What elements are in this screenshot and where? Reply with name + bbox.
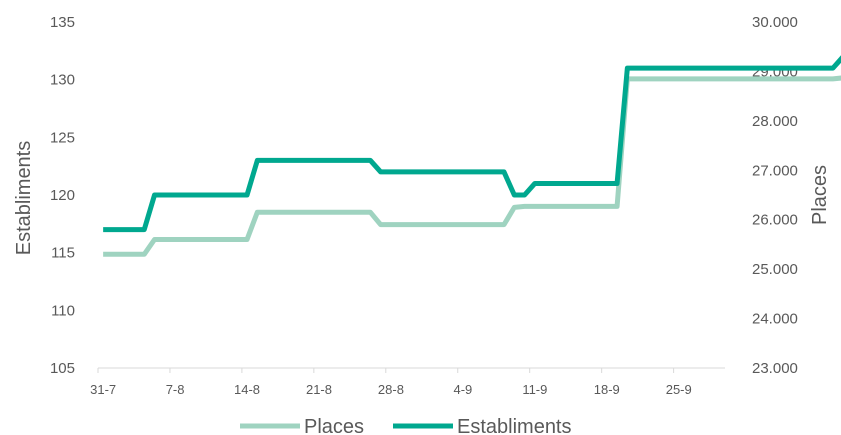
left-axis-ticks: 105 110 115 120 125 130 135 [50, 14, 75, 377]
y-axis-title-left: Establiments [13, 141, 35, 256]
x-tick-label: 11-9 [522, 382, 547, 397]
series-group [103, 55, 841, 257]
y-axis-title-right: Places [809, 165, 831, 225]
x-axis-ticks: 31-7 7-8 14-8 21-8 28-8 4-9 11-9 18-9 25-9 [90, 368, 692, 397]
right-axis-ticks: 23.00024.00025.00026.00027.00028.00029.0… [752, 14, 798, 377]
series-line-places [103, 75, 841, 257]
y-left-tick-label: 120 [50, 187, 75, 204]
legend: Places Establiments [240, 416, 572, 435]
y-left-tick-label: 135 [50, 14, 75, 31]
x-tick-label: 14-8 [234, 382, 260, 397]
x-tick-label: 7-8 [166, 382, 185, 397]
y-right-tick-label: 30.000 [752, 14, 798, 31]
x-tick-label: 21-8 [306, 382, 332, 397]
y-right-tick-label: 26.000 [752, 212, 798, 229]
y-right-tick-label: 24.000 [752, 311, 798, 328]
x-tick-label: 18-9 [594, 382, 620, 397]
y-right-tick-label: 23.000 [752, 360, 798, 377]
y-right-tick-label: 25.000 [752, 261, 798, 278]
y-left-tick-label: 115 [51, 245, 75, 262]
y-left-tick-label: 130 [50, 72, 75, 89]
y-right-tick-label: 28.000 [752, 113, 798, 130]
x-tick-label: 25-9 [666, 382, 692, 397]
y-left-tick-label: 125 [50, 129, 75, 146]
y-right-tick-label: 27.000 [752, 162, 798, 179]
y-left-tick-label: 105 [50, 360, 75, 377]
legend-label-places: Places [304, 416, 364, 435]
y-left-tick-label: 110 [51, 302, 75, 319]
series-line-establiments [103, 55, 841, 233]
x-tick-label: 31-7 [90, 382, 116, 397]
x-tick-label: 4-9 [453, 382, 472, 397]
x-tick-label: 28-8 [378, 382, 404, 397]
legend-label-establiments: Establiments [457, 416, 572, 435]
